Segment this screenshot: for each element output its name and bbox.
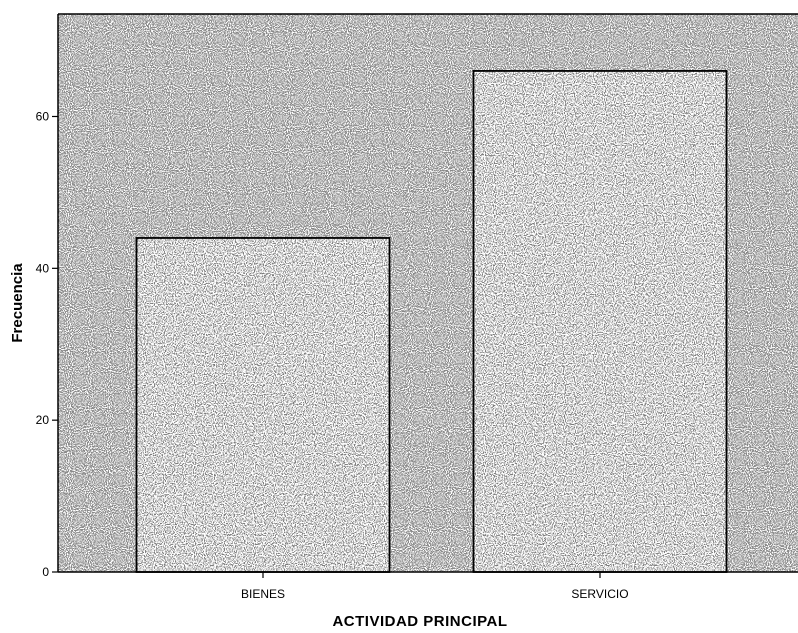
bar-stipple-bienes <box>136 237 390 573</box>
x-tick-label-bienes: BIENES <box>241 587 285 601</box>
bars-group <box>135 70 728 573</box>
y-axis-ticks: 0 20 40 60 <box>36 109 58 579</box>
x-tick-label-servicio: SERVICIO <box>571 587 628 601</box>
y-tick-label-20: 20 <box>36 413 50 427</box>
bar-stipple-servicio <box>473 70 727 572</box>
y-tick-label-40: 40 <box>36 261 50 275</box>
x-axis-title: ACTIVIDAD PRINCIPAL <box>332 613 507 630</box>
y-tick-label-60: 60 <box>36 109 50 123</box>
y-tick-label-0: 0 <box>42 565 49 579</box>
x-axis-ticks: BIENES SERVICIO <box>241 572 629 601</box>
y-axis-title: Frecuencia <box>9 263 26 343</box>
